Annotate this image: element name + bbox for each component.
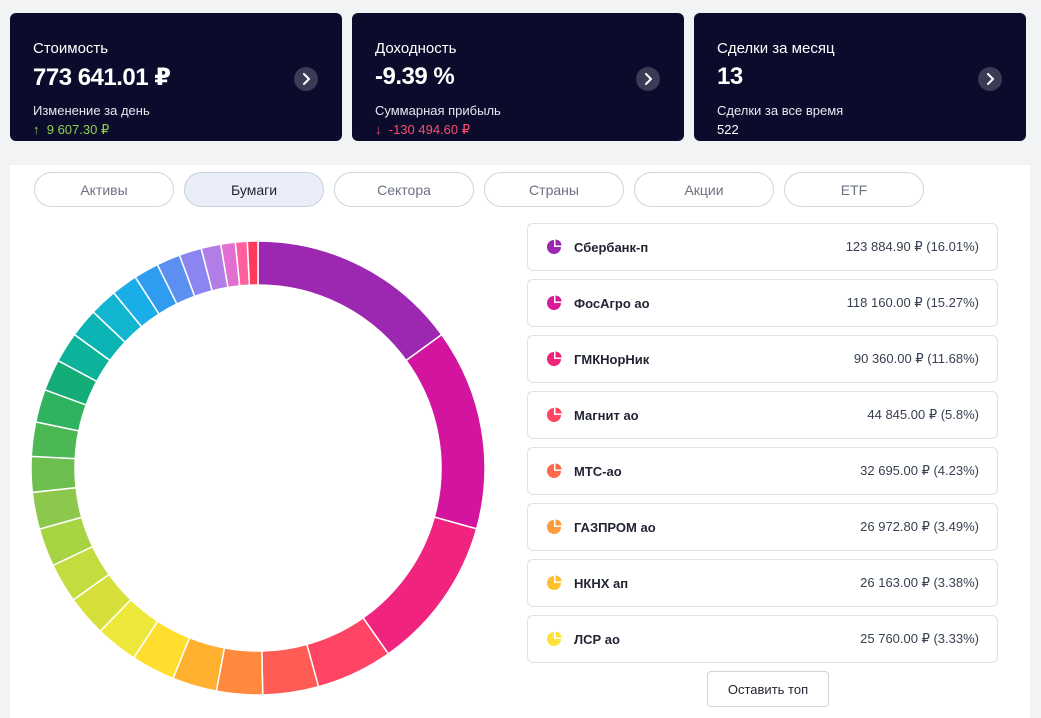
pie-chart-icon — [547, 519, 562, 534]
donut-segment[interactable] — [246, 240, 259, 286]
arrow-down-icon: ↓ — [375, 122, 382, 137]
chevron-right-icon — [303, 73, 310, 85]
security-amount: 90 360.00 ₽ (11.68%) — [853, 351, 979, 366]
list-item[interactable]: НКНХ ап 26 163.00 ₽ (3.38%) — [527, 559, 998, 607]
tab-countries[interactable]: Страны — [484, 172, 624, 207]
security-amount: 118 160.00 ₽ (15.27%) — [846, 295, 979, 310]
list-item[interactable]: Магнит ао 44 845.00 ₽ (5.8%) — [527, 391, 998, 439]
card-value-amount: -9.39 % — [375, 63, 455, 90]
card-details-button[interactable] — [978, 67, 1002, 91]
security-name: Сбербанк-п — [574, 239, 649, 255]
card-sub-value: ↓ -130 494.60 ₽ — [375, 122, 470, 138]
pie-chart-icon — [547, 407, 562, 422]
pie-chart-icon — [547, 295, 562, 310]
list-item[interactable]: ЛСР ао 25 760.00 ₽ (3.33%) — [527, 615, 998, 663]
card-details-button[interactable] — [294, 67, 318, 91]
donut-segment[interactable] — [405, 333, 486, 530]
card-title: Доходность — [375, 40, 457, 57]
tab-sectors[interactable]: Сектора — [334, 172, 474, 207]
security-name: ЛСР ао — [574, 631, 620, 647]
security-name: МТС-ао — [574, 463, 622, 479]
list-item[interactable]: Сбербанк-п 123 884.90 ₽ (16.01%) — [527, 223, 998, 271]
pie-chart-icon — [547, 631, 562, 646]
security-amount: 44 845.00 ₽ (5.8%) — [867, 407, 979, 422]
card-title: Сделки за месяц — [717, 40, 835, 57]
card-sub-label: Суммарная прибыль — [375, 103, 501, 118]
tab-assets[interactable]: Активы — [34, 172, 174, 207]
donut-segment[interactable] — [30, 455, 77, 494]
keep-top-button[interactable]: Оставить топ — [707, 671, 829, 707]
pie-chart-icon — [547, 463, 562, 478]
pie-chart-icon — [547, 575, 562, 590]
security-amount: 26 972.80 ₽ (3.49%) — [860, 519, 979, 534]
pie-chart-icon — [547, 239, 562, 254]
card-value-amount: 13 — [717, 63, 743, 90]
security-amount: 32 695.00 ₽ (4.23%) — [860, 463, 979, 478]
card-sub-amount: -130 494.60 ₽ — [388, 122, 471, 137]
security-amount: 26 163.00 ₽ (3.38%) — [860, 575, 979, 590]
security-name: Магнит ао — [574, 407, 639, 423]
list-item[interactable]: ГАЗПРОМ ао 26 972.80 ₽ (3.49%) — [527, 503, 998, 551]
card-sub-value: ↑ 9 607.30 ₽ — [33, 122, 109, 138]
security-name: ГАЗПРОМ ао — [574, 519, 656, 535]
donut-segment[interactable] — [362, 516, 478, 655]
arrow-up-icon: ↑ — [33, 122, 40, 137]
security-amount: 123 884.90 ₽ (16.01%) — [845, 239, 979, 254]
tab-stocks[interactable]: Акции — [634, 172, 774, 207]
security-amount: 25 760.00 ₽ (3.33%) — [860, 631, 979, 646]
card-sub-amount: 9 607.30 ₽ — [46, 122, 110, 137]
card-deals: Сделки за месяц 13 Сделки за все время 5… — [694, 13, 1026, 141]
chevron-right-icon — [987, 73, 994, 85]
card-title: Стоимость — [33, 40, 109, 57]
donut-segment[interactable] — [257, 240, 443, 362]
card-sub-label: Сделки за все время — [717, 103, 844, 118]
security-name: ФосАгро ао — [574, 295, 650, 311]
tab-securities[interactable]: Бумаги — [184, 172, 324, 207]
card-value-amount: 773 641.01 ₽ — [33, 64, 171, 91]
security-name: НКНХ ап — [574, 575, 629, 591]
list-item[interactable]: ГМКНорНик 90 360.00 ₽ (11.68%) — [527, 335, 998, 383]
chevron-right-icon — [645, 73, 652, 85]
tab-etf[interactable]: ETF — [784, 172, 924, 207]
security-name: ГМКНорНик — [574, 351, 650, 367]
card-value: Стоимость 773 641.01 ₽ Изменение за день… — [10, 13, 342, 141]
list-item[interactable]: МТС-ао 32 695.00 ₽ (4.23%) — [527, 447, 998, 495]
pie-chart-icon — [547, 351, 562, 366]
card-sub-value: 522 — [717, 122, 739, 137]
securities-donut-chart — [30, 240, 486, 696]
list-item[interactable]: ФосАгро ао 118 160.00 ₽ (15.27%) — [527, 279, 998, 327]
card-sub-label: Изменение за день — [33, 103, 150, 118]
card-yield: Доходность -9.39 % Суммарная прибыль ↓ -… — [352, 13, 684, 141]
card-details-button[interactable] — [636, 67, 660, 91]
